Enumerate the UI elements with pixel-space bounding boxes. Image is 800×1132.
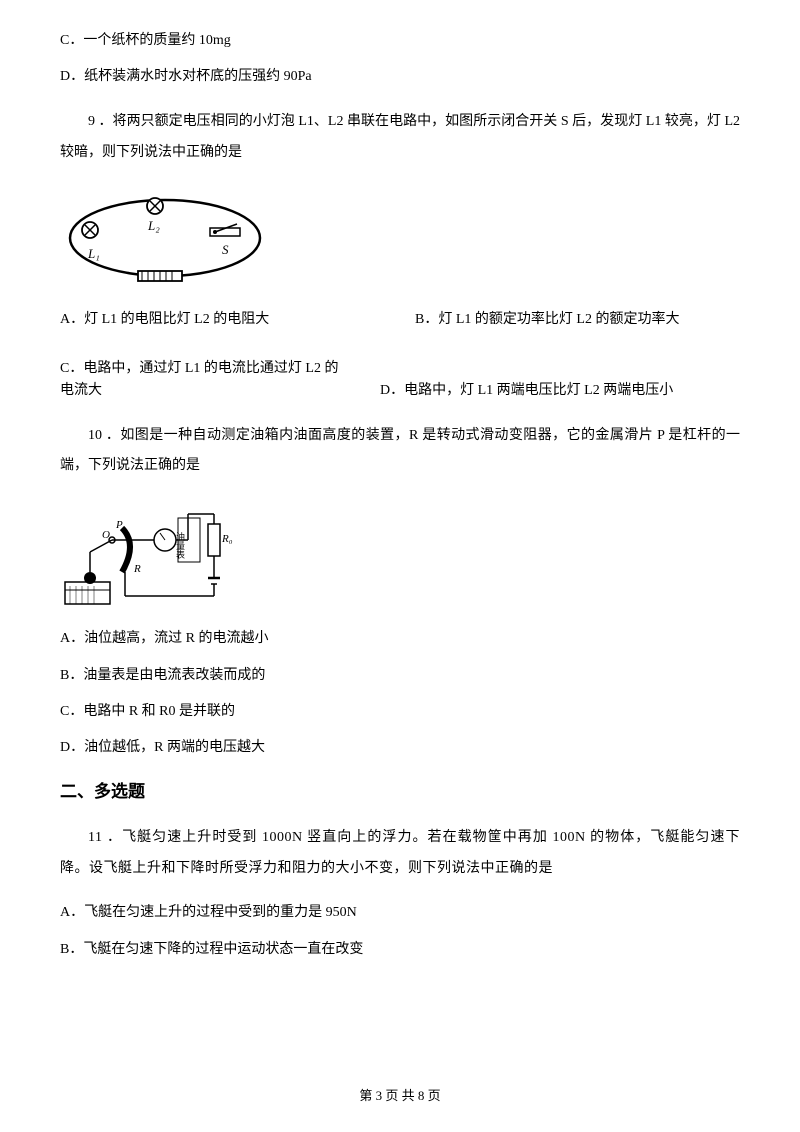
label-s: S xyxy=(222,242,229,257)
label-p: P xyxy=(115,519,123,531)
q9-body: 将两只额定电压相同的小灯泡 L1、L2 串联在电路中，如图所示闭合开关 S 后，… xyxy=(60,114,740,160)
q11-option-a: A．飞艇在匀速上升的过程中受到的重力是 950N xyxy=(60,902,740,924)
circuit-diagram-icon: L₁ L₂ S xyxy=(60,186,270,291)
q9-number: 9 ． xyxy=(88,114,113,129)
q8-option-c: C．一个纸杯的质量约 10mg xyxy=(60,30,740,52)
q11-option-b: B．飞艇在匀速下降的过程中运动状态一直在改变 xyxy=(60,939,740,961)
q9-row-ab: A．灯 L1 的电阻比灯 L2 的电阻大 B．灯 L1 的额定功率比灯 L2 的… xyxy=(60,309,740,331)
question-10: 10 ．如图是一种自动测定油箱内油面高度的装置，R 是转动式滑动变阻器，它的金属… xyxy=(60,421,740,483)
label-o: O xyxy=(102,529,110,541)
q9-option-c: C．电路中，通过灯 L1 的电流比通过灯 L2 的电流大 xyxy=(60,358,350,403)
q9-option-a: A．灯 L1 的电阻比灯 L2 的电阻大 xyxy=(60,309,385,331)
q10-number: 10 ． xyxy=(88,428,120,443)
q10-option-b: B．油量表是由电流表改装而成的 xyxy=(60,665,740,687)
q9-option-b: B．灯 L1 的额定功率比灯 L2 的额定功率大 xyxy=(385,309,740,331)
question-11: 11 ．飞艇匀速上升时受到 1000N 竖直向上的浮力。若在载物筐中再加 100… xyxy=(60,823,740,885)
q10-option-c: C．电路中 R 和 R0 是并联的 xyxy=(60,701,740,723)
page-footer: 第 3 页 共 8 页 xyxy=(0,1086,800,1107)
q9-row-cd: C．电路中，通过灯 L1 的电流比通过灯 L2 的电流大 D．电路中，灯 L1 … xyxy=(60,358,740,403)
label-l1: L₁ xyxy=(87,246,100,261)
q9-option-d: D．电路中，灯 L1 两端电压比灯 L2 两端电压小 xyxy=(350,380,740,402)
q9-figure: L₁ L₂ S xyxy=(60,186,740,291)
q11-number: 11 ． xyxy=(88,830,122,845)
q11-text: 11 ．飞艇匀速上升时受到 1000N 竖直向上的浮力。若在载物筐中再加 100… xyxy=(60,823,740,885)
label-l2: L₂ xyxy=(147,218,160,233)
q10-option-a: A．油位越高，流过 R 的电流越小 xyxy=(60,628,740,650)
q10-body: 如图是一种自动测定油箱内油面高度的装置，R 是转动式滑动变阻器，它的金属滑片 P… xyxy=(60,428,740,474)
question-9: 9 ．将两只额定电压相同的小灯泡 L1、L2 串联在电路中，如图所示闭合开关 S… xyxy=(60,107,740,169)
label-r: R xyxy=(133,563,141,575)
label-r0: R₀ xyxy=(221,533,233,545)
q10-figure: 油量表 O P R R₀ xyxy=(60,500,740,610)
q9-text: 9 ．将两只额定电压相同的小灯泡 L1、L2 串联在电路中，如图所示闭合开关 S… xyxy=(60,107,740,169)
label-meter: 油量表 xyxy=(175,531,185,560)
q10-text: 10 ．如图是一种自动测定油箱内油面高度的装置，R 是转动式滑动变阻器，它的金属… xyxy=(60,421,740,483)
oil-gauge-diagram-icon: 油量表 O P R R₀ xyxy=(60,500,235,610)
q8-option-d: D．纸杯装满水时水对杯底的压强约 90Pa xyxy=(60,66,740,88)
q11-body: 飞艇匀速上升时受到 1000N 竖直向上的浮力。若在载物筐中再加 100N 的物… xyxy=(60,830,740,876)
section-2-heading: 二、多选题 xyxy=(60,778,740,805)
q10-option-d: D．油位越低，R 两端的电压越大 xyxy=(60,737,740,759)
